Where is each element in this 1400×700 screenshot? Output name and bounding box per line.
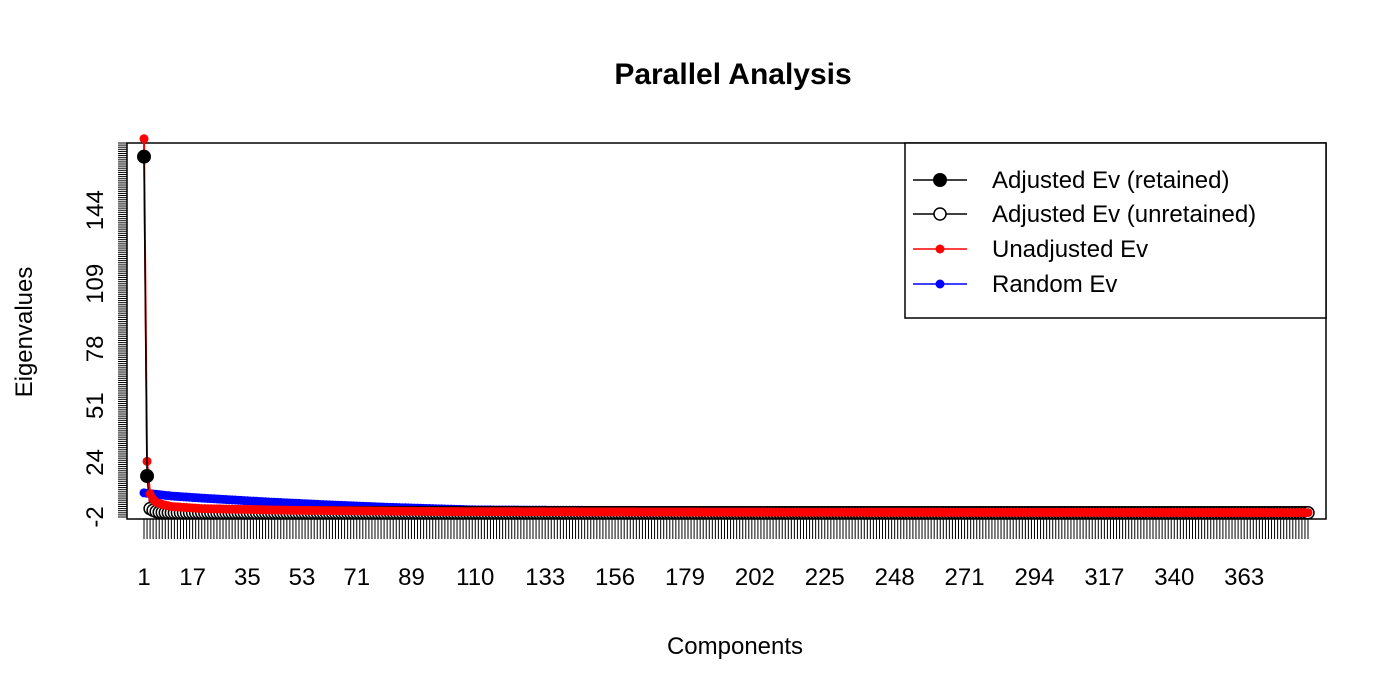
legend-marker-adjusted-unretained [933,207,947,221]
adjusted-retained-line [143,156,148,477]
unadjusted-ev-point [139,134,149,144]
series-unadjusted-ev [139,134,1313,518]
x-tick-label: 179 [665,564,705,591]
y-tick-label: 144 [82,190,109,230]
y-tick-label: 109 [82,264,109,304]
x-tick-label: 53 [289,564,316,591]
x-tick-label: 133 [525,564,565,591]
x-tick-label: 317 [1084,564,1124,591]
x-ticks [143,519,1309,539]
unadjusted-ev-point [1303,508,1313,518]
legend-entry-random: Random Ev [913,271,1117,298]
y-tick-label: 78 [82,336,109,363]
x-tick-label: 35 [234,564,261,591]
x-axis: 1 17 35 53 71 89 110 133 156 179 202 225 248 271 294 31… [137,519,1309,591]
x-tick-label: 156 [595,564,635,591]
legend-box [904,142,1327,319]
x-tick-label: 294 [1014,564,1054,591]
x-tick-label: 202 [735,564,775,591]
y-axis-label: Eigenvalues [11,267,38,398]
legend-entry-adjusted-retained: Adjusted Ev (retained) [913,167,1229,194]
legend-marker-unadjusted [935,244,945,254]
x-tick-label: 110 [456,564,494,591]
legend-entry-unadjusted: Unadjusted Ev [913,236,1148,263]
x-axis-label: Components [667,633,803,660]
legend-label-adjusted-retained: Adjusted Ev (retained) [992,167,1229,194]
legend-marker-random [935,279,945,289]
x-tick-label: 225 [805,564,845,591]
x-tick-label: 340 [1154,564,1194,591]
x-tick-label: 89 [398,564,425,591]
series-adjusted-retained [137,149,155,484]
x-tick-label: 1 [137,564,150,591]
legend: Adjusted Ev (retained) Adjusted Ev (unre… [904,142,1327,319]
x-tick-label: 248 [875,564,915,591]
y-tick-label: 24 [82,449,109,476]
legend-label-unadjusted: Unadjusted Ev [992,236,1148,263]
x-tick-label: 17 [179,564,206,591]
legend-label-adjusted-unretained: Adjusted Ev (unretained) [992,201,1256,228]
legend-marker-adjusted-retained [933,173,947,187]
legend-label-random: Random Ev [992,271,1117,298]
legend-entry-adjusted-unretained: Adjusted Ev (unretained) [913,201,1256,228]
y-tick-label: 51 [82,392,109,419]
adjusted-retained-point [137,149,151,164]
series-layer [137,134,1315,520]
x-tick-label: 271 [945,564,985,591]
y-tick-label: -2 [82,506,109,527]
x-tick-label: 71 [343,564,370,591]
y-ticks [118,142,127,518]
chart-title: Parallel Analysis [614,58,851,91]
adjusted-retained-point [140,469,155,484]
x-tick-label: 363 [1224,564,1264,591]
y-axis: -2 24 51 78 109 144 [82,142,127,528]
